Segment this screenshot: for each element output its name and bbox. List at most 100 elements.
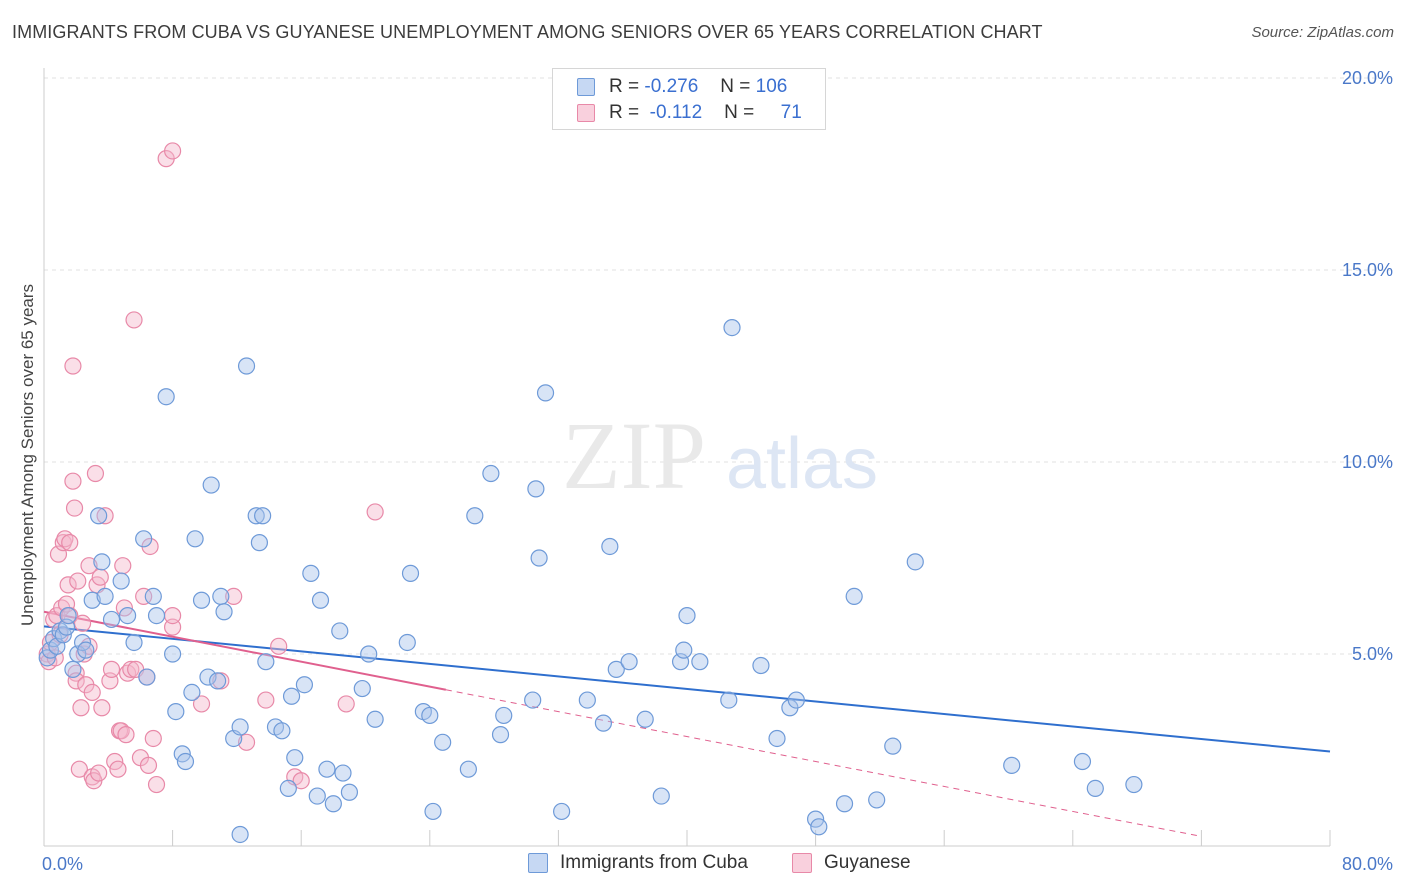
guyanese-point-64 [237,733,256,751]
guyanese-point-14 [61,534,79,552]
cuba-point-12 [83,591,101,609]
stats-legend: R = -0.276 N = 106 R = -0.112 N = 71 [552,68,826,130]
cuba-point-46 [273,722,291,740]
guyanese-point-70 [366,503,384,521]
cuba-point-31 [192,591,211,609]
guyanese-point-56 [147,775,166,794]
cuba-point-57 [334,764,352,782]
cuba-point-16 [102,610,121,629]
bottom-legend-swatch-guyanese [792,853,812,873]
legend-n-value-cuba: 106 [755,76,788,97]
cuba-point-94 [787,691,805,709]
bottom-legend-cuba: Immigrants from Cuba [528,852,748,874]
guyanese-point-27 [80,557,98,575]
guyanese-point-22 [72,699,90,717]
cuba-point-26 [167,702,185,721]
cuba-point-58 [340,783,359,801]
trendline-guyanese [43,610,447,691]
cuba-point-71 [491,726,510,744]
x-tick-label-start: 0.0% [42,854,83,874]
cuba-point-49 [286,749,304,767]
bottom-legend-label-cuba: Immigrants from Cuba [560,852,748,873]
guyanese-point-48 [125,311,143,329]
cuba-point-41 [247,507,265,525]
trendline-cuba [43,625,1331,753]
guyanese-point-23 [73,614,92,632]
cuba-point-33 [202,476,220,494]
cuba-point-48 [282,687,301,705]
guyanese-point-68 [292,772,310,790]
cuba-point-36 [215,603,233,621]
guyanese-point-40 [109,760,127,778]
guyanese-point-12 [59,576,77,594]
y-tick-label-1: 10.0% [1342,452,1393,472]
cuba-point-82 [620,653,638,671]
cuba-point-29 [183,683,201,702]
cuba-point-87 [678,606,696,625]
cuba-point-59 [353,679,371,698]
guyanese-point-31 [86,464,105,483]
cuba-point-43 [254,507,272,525]
cuba-point-97 [835,795,854,813]
guyanese-point-36 [96,507,114,525]
cuba-point-28 [176,752,195,771]
cuba-point-96 [810,818,828,836]
cuba-point-42 [250,534,269,552]
legend-n-label-cuba: N = [720,76,751,97]
bottom-legend-label-guyanese: Guyanese [824,852,911,873]
guyanese-point-65 [257,691,275,709]
cuba-point-104 [1086,779,1104,798]
y-tick-label-3: 20.0% [1342,68,1393,88]
cuba-point-24 [157,388,175,406]
guyanese-point-47 [122,660,140,678]
legend-swatch-guyanese [577,104,595,122]
cuba-point-69 [466,507,484,525]
cuba-point-22 [144,587,162,606]
guyanese-point-16 [64,357,82,375]
cuba-point-86 [675,641,693,659]
cuba-point-61 [366,710,384,728]
guyanese-point-35 [93,699,111,717]
cuba-point-67 [434,733,452,751]
cuba-point-68 [459,760,477,778]
cuba-point-83 [636,710,654,728]
legend-swatch-cuba [577,78,595,96]
cuba-point-63 [401,564,420,582]
guyanese-point-45 [117,726,135,744]
cuba-point-62 [398,633,416,652]
cuba-point-52 [308,787,326,805]
chart-source: Source: ZipAtlas.com [1251,24,1394,41]
legend-row-cuba: R = -0.276 N = 106 [577,75,787,99]
cuba-point-98 [845,587,863,606]
cuba-point-73 [524,691,542,709]
cuba-point-91 [752,656,770,675]
cuba-point-14 [93,553,111,571]
cuba-point-84 [652,787,670,805]
guyanese-point-15 [64,472,82,490]
guyanese-point-20 [69,572,87,590]
guyanese-point-55 [144,729,162,748]
watermark: ZIP atlas [562,402,878,509]
cuba-point-51 [302,564,320,582]
guyanese-point-53 [139,756,158,774]
cuba-point-56 [331,622,349,640]
cuba-point-78 [578,691,596,709]
trendline-guyanese-extension [445,689,1202,837]
guyanese-points [38,142,384,794]
cuba-point-53 [311,591,330,609]
cuba-point-89 [720,691,738,709]
guyanese-point-63 [225,587,243,606]
cuba-point-100 [884,737,902,755]
y-axis-label: Unemployment Among Seniors over 65 years [18,284,37,626]
cuba-point-34 [209,672,227,690]
cuba-point-79 [594,714,613,732]
guyanese-point-28 [83,683,101,702]
cuba-point-66 [424,802,442,821]
cuba-point-54 [318,760,336,778]
cuba-point-77 [553,802,571,821]
guyanese-point-66 [270,637,288,655]
cuba-point-32 [199,668,217,686]
cuba-point-90 [723,319,741,337]
cuba-point-70 [482,464,500,483]
